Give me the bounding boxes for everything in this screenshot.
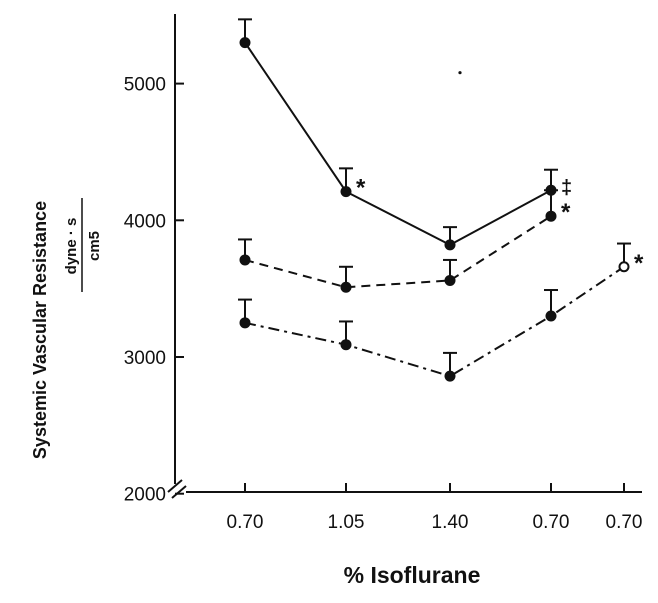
significance-marker: *	[634, 250, 644, 277]
series-line	[244, 265, 625, 378]
x-axis-title: % Isoflurane	[344, 562, 481, 588]
data-point	[545, 310, 557, 322]
ticks: 2000 3000 4000 5000 0.70 1.05 1.40 0.70 0.70	[124, 75, 643, 533]
data-point	[340, 339, 352, 351]
data-point	[239, 317, 251, 329]
y-tick-label: 4000	[124, 211, 166, 232]
series-dash-dot: *	[238, 242, 644, 382]
series-layer: * ‡**	[238, 18, 644, 382]
x-tick-label: 0.70	[606, 512, 643, 533]
data-point	[545, 210, 557, 222]
x-tick-label: 1.05	[328, 512, 365, 533]
y-unit-denominator: cm5	[86, 231, 103, 261]
x-tick-label: 0.70	[533, 512, 570, 533]
data-point	[239, 254, 251, 266]
significance-marker: *	[356, 175, 366, 202]
data-point	[239, 37, 251, 49]
y-axis-title: Systemic Vascular Resistance	[30, 201, 50, 459]
series-line	[244, 215, 552, 289]
open-data-point	[618, 261, 630, 273]
x-tick-label: 0.70	[227, 512, 264, 533]
series-solid: * ‡	[238, 18, 572, 251]
y-tick-label: 5000	[124, 75, 166, 96]
significance-marker: ‡	[561, 177, 572, 199]
y-tick-label: 3000	[124, 348, 166, 369]
x-tick-label: 1.40	[432, 512, 469, 533]
series-dashed: *	[238, 189, 571, 293]
data-point	[444, 370, 456, 382]
significance-marker: *	[561, 199, 571, 226]
y-axis-break-mark	[167, 479, 183, 493]
y-unit-numerator: dyne · s	[63, 218, 80, 275]
series-line	[244, 42, 552, 247]
data-point	[340, 281, 352, 293]
stray-dot	[458, 71, 462, 75]
y-tick-label: 2000	[124, 485, 166, 506]
x-axis-break-mark	[171, 485, 187, 499]
data-point	[444, 239, 456, 251]
y-unit: dyne · s cm5	[63, 198, 103, 292]
axes	[167, 14, 642, 499]
data-point	[340, 186, 352, 198]
data-point	[444, 274, 456, 286]
